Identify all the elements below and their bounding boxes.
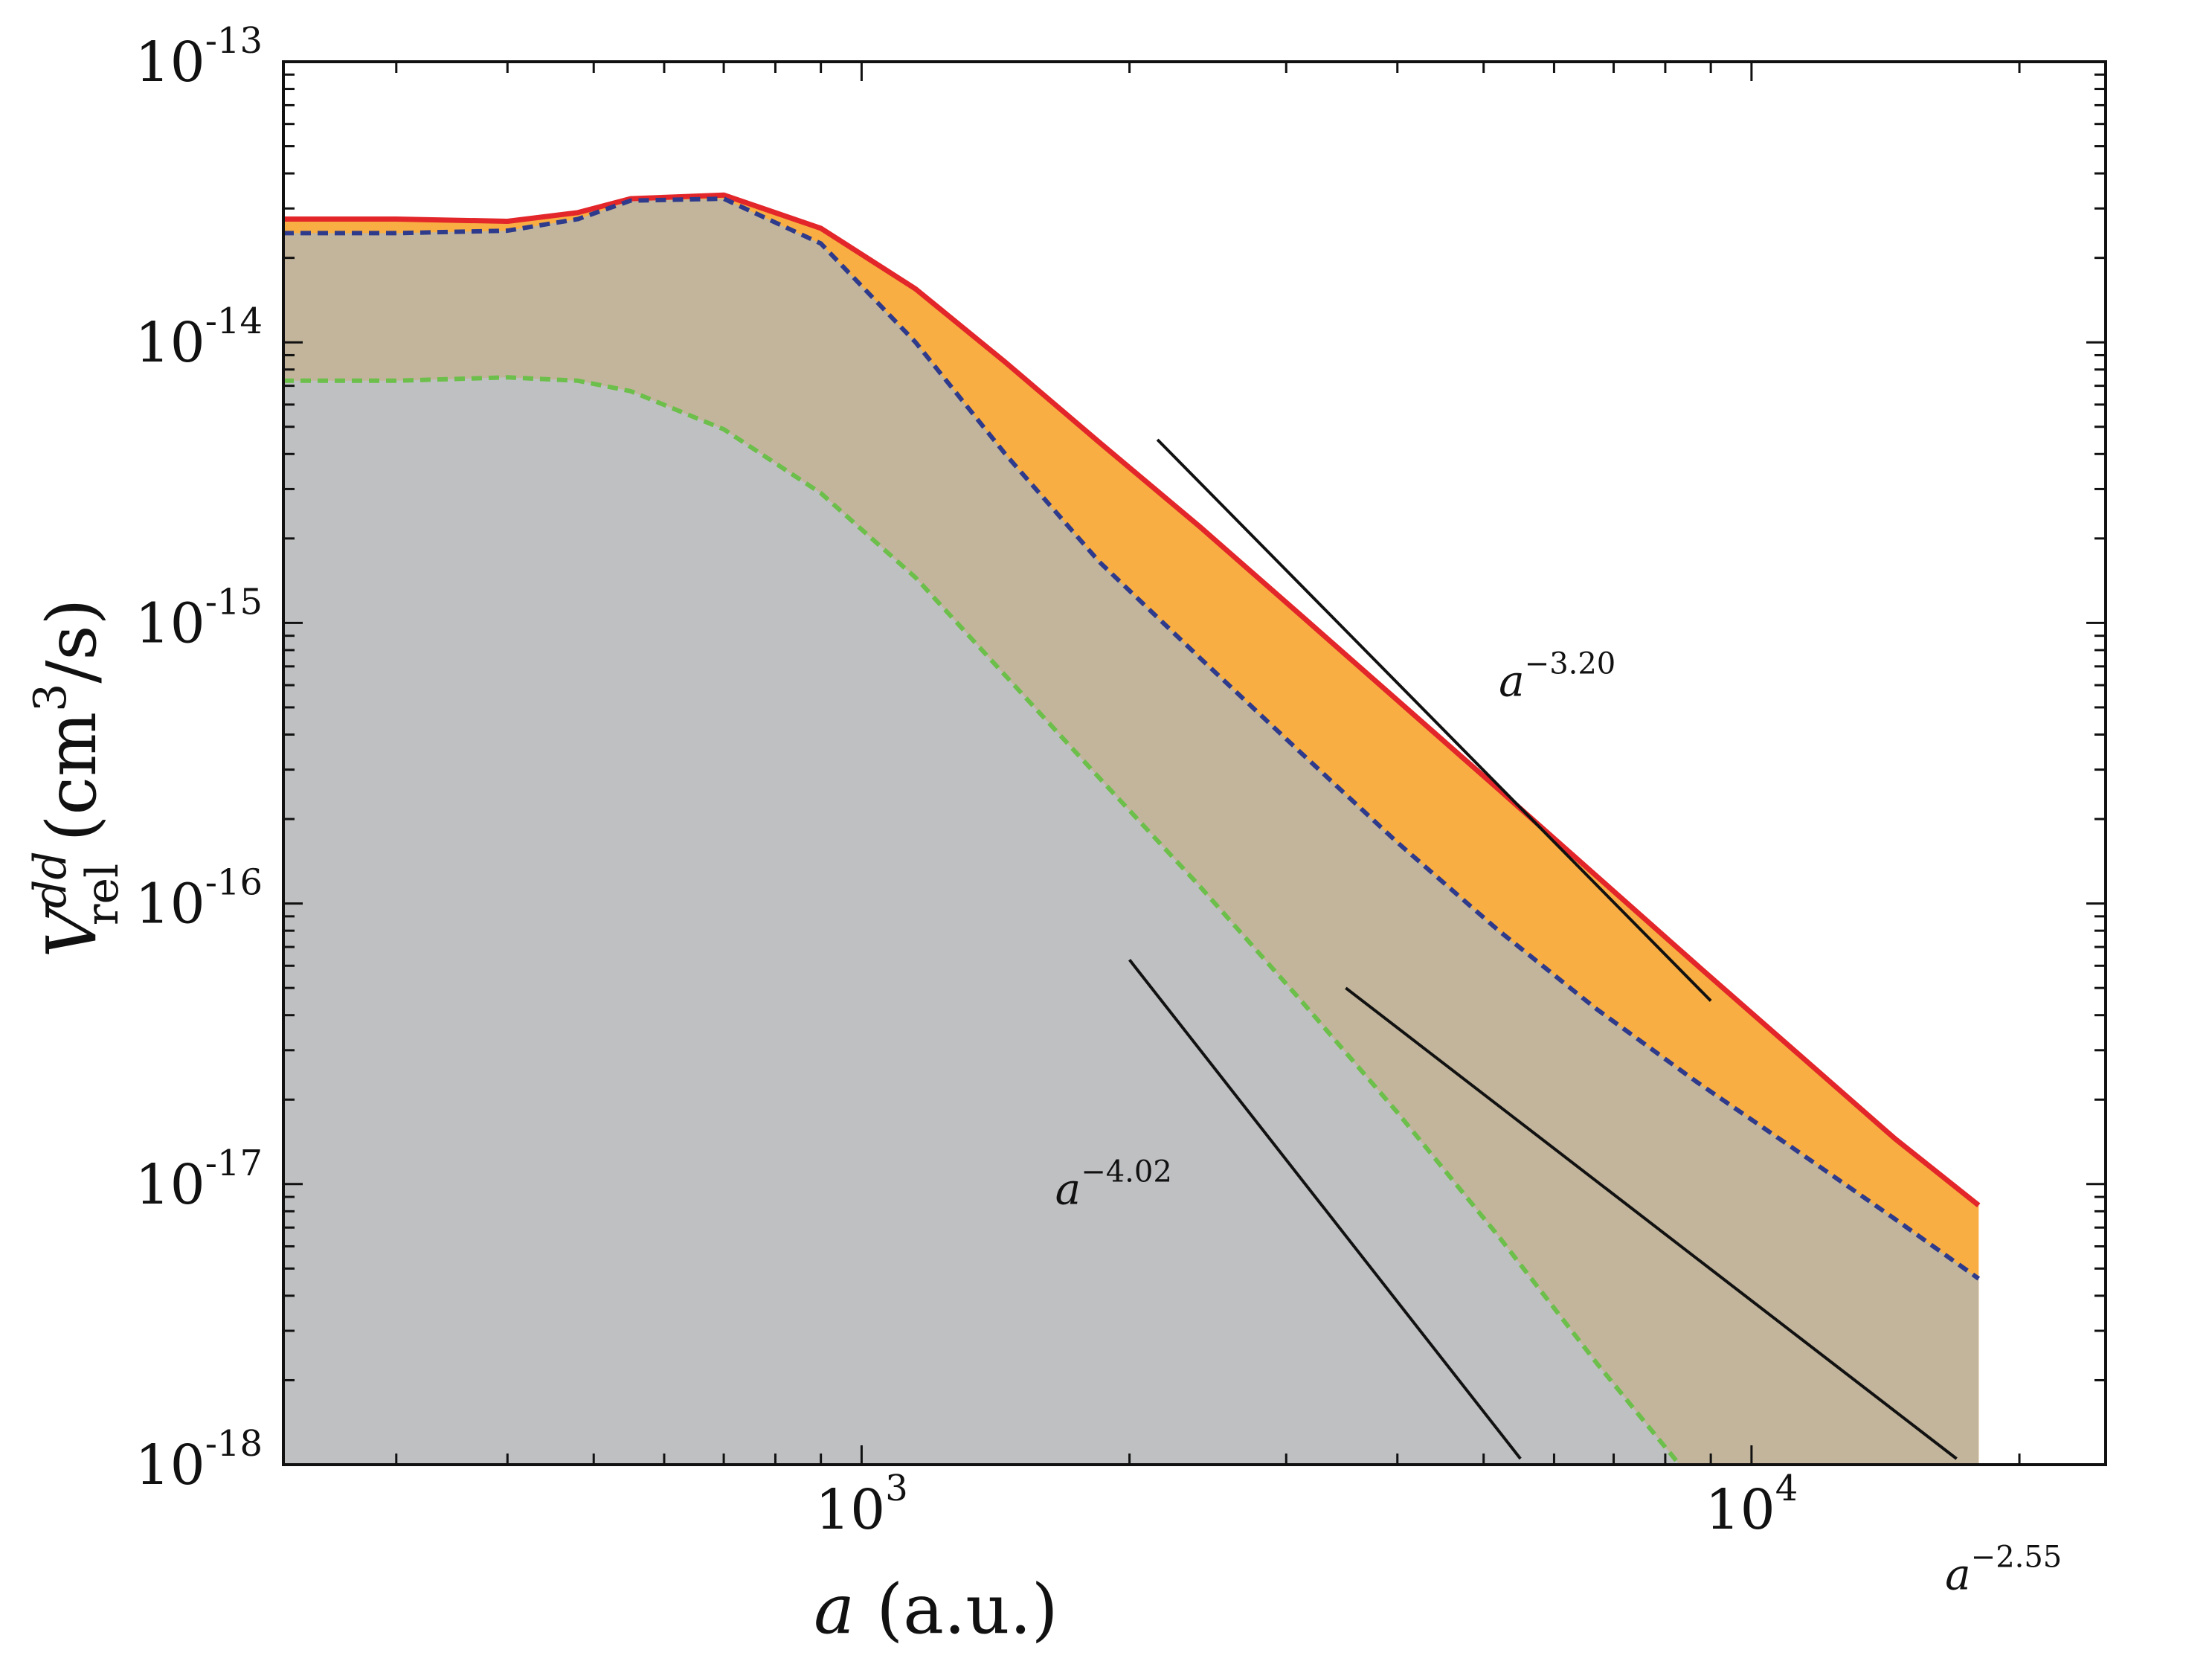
y-tick-label-1: 10-13: [135, 20, 263, 94]
x-axis-title: a (a.u.): [814, 1570, 1058, 1649]
y-axis-title: Vddrel (cm3/s): [25, 599, 129, 958]
fit-label-exponent: −4.02: [1081, 1154, 1172, 1189]
series-2-line: [283, 196, 1981, 1281]
fit-label-3: a−2.55: [1945, 1540, 2062, 1599]
y-tick-label-5: 10-17: [135, 1143, 263, 1217]
y-tick-label-exponent: -16: [205, 862, 263, 904]
y-tick-label-exponent: -18: [205, 1423, 263, 1465]
y-tick-label-6: 10-18: [135, 1423, 263, 1497]
series-1-line: [283, 192, 1981, 1208]
y-tick-label-base: 10: [135, 591, 205, 655]
y-axis-title-sub: rel: [77, 864, 129, 925]
x-axis-title-unit: (a.u.): [855, 1570, 1058, 1649]
y-axis-title-unit-sup: 3: [25, 684, 77, 712]
y-tick-label-2: 10-14: [135, 301, 263, 375]
y-tick-label-3: 10-15: [135, 581, 263, 655]
fit-line-1: [1156, 438, 1712, 1002]
x-axis-title-var: a: [814, 1570, 855, 1649]
y-axis-title-unit-end: /s): [32, 599, 112, 684]
y-axis-title-sup: dd: [25, 851, 77, 908]
fit-label-base: a: [1945, 1549, 1971, 1599]
y-axis-title-unit: (cm: [32, 712, 112, 864]
y-tick-label-base: 10: [135, 873, 205, 937]
y-tick-label-exponent: -14: [205, 301, 263, 342]
x-tick-label-base: 10: [815, 1478, 885, 1542]
fit-label-1: a−3.20: [1499, 646, 1615, 706]
fit-label-base: a: [1499, 655, 1525, 706]
plot-frame: [282, 60, 2107, 1466]
fit-label-exponent: −3.20: [1525, 646, 1616, 681]
y-tick-label-base: 10: [135, 1433, 205, 1497]
x-tick-label-exponent: 4: [1775, 1468, 1798, 1509]
fit-label-exponent: −2.55: [1971, 1540, 2063, 1574]
y-tick-label-4: 10-16: [135, 862, 263, 937]
fit-line-2: [1128, 959, 1522, 1460]
y-tick-label-base: 10: [135, 311, 205, 375]
series-3-line: [283, 375, 1682, 1465]
y-tick-label-exponent: -13: [205, 20, 263, 62]
fit-label-2: a−4.02: [1055, 1154, 1172, 1214]
y-tick-label-base: 10: [135, 1153, 205, 1217]
y-axis-title-var: V: [32, 902, 112, 957]
fit-line-3: [1345, 986, 1958, 1460]
y-tick-label-base: 10: [135, 30, 205, 94]
fit-label-base: a: [1055, 1163, 1081, 1214]
series-3-area: [283, 377, 1680, 1465]
y-tick-label-exponent: -15: [205, 581, 263, 623]
x-tick-label-2: 104: [1705, 1468, 1798, 1542]
y-tick-label-exponent: -17: [205, 1143, 263, 1184]
x-tick-label-base: 10: [1705, 1478, 1775, 1542]
x-tick-label-exponent: 3: [885, 1468, 908, 1509]
x-tick-label-1: 103: [815, 1468, 908, 1542]
